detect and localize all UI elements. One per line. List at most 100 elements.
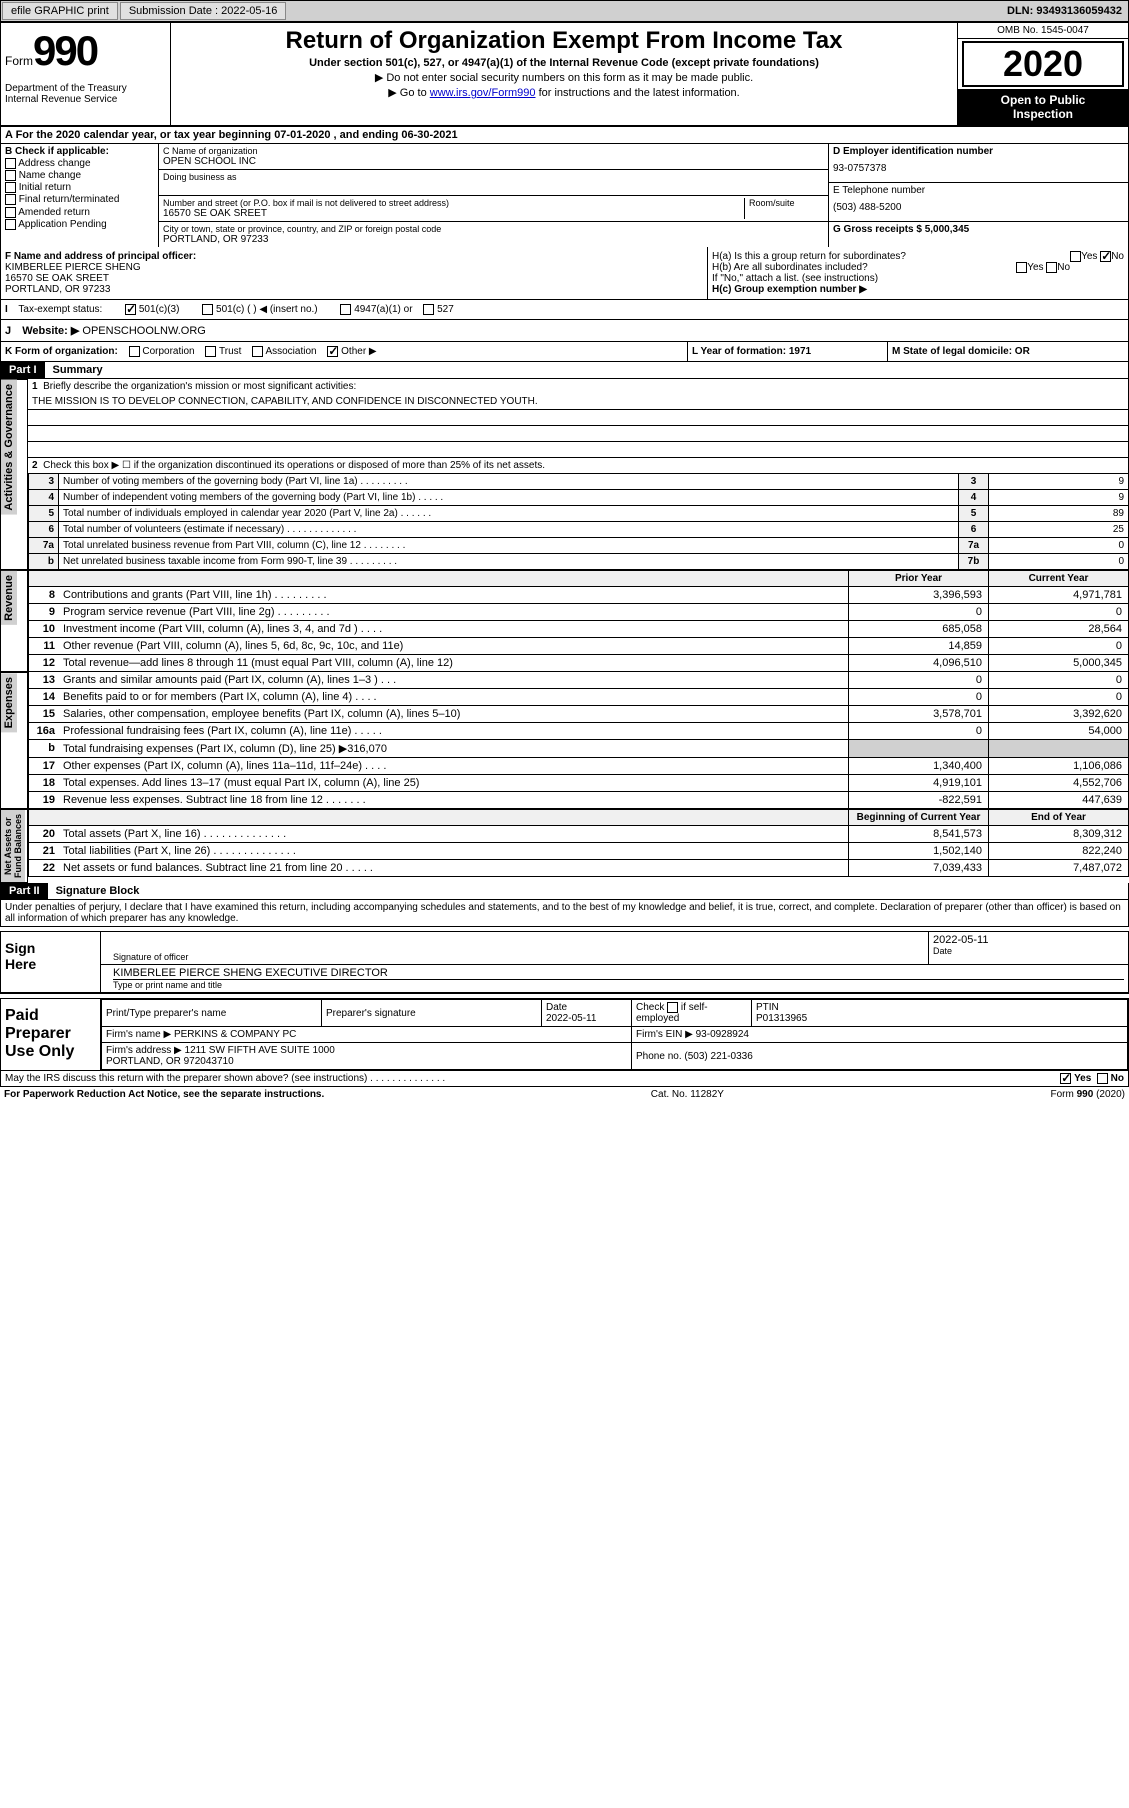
- gov-row-val: 9: [989, 474, 1129, 490]
- col-b-header: B Check if applicable:: [5, 146, 154, 157]
- data-row: 16aProfessional fundraising fees (Part I…: [28, 723, 1129, 740]
- chk-address[interactable]: [5, 158, 16, 169]
- firm-ein: 93-0928924: [696, 1029, 749, 1040]
- row-current: 8,309,312: [988, 826, 1128, 842]
- data-row: bTotal fundraising expenses (Part IX, co…: [28, 740, 1129, 758]
- row-a: A For the 2020 calendar year, or tax yea…: [0, 126, 1129, 144]
- sign-here-label: Sign Here: [1, 932, 101, 992]
- row-current: [988, 740, 1128, 757]
- data-row: 21Total liabilities (Part X, line 26) . …: [28, 843, 1129, 860]
- chk-4947[interactable]: [340, 304, 351, 315]
- row-prior: 1,502,140: [848, 843, 988, 859]
- row-prior: 1,340,400: [848, 758, 988, 774]
- gov-row-val: 0: [989, 554, 1129, 570]
- gross-receipts: G Gross receipts $ 5,000,345: [833, 224, 969, 235]
- hb-yes[interactable]: [1016, 262, 1027, 273]
- col-mid: C Name of organization OPEN SCHOOL INC D…: [159, 144, 828, 247]
- exp-label-cell: Expenses: [0, 672, 28, 809]
- row-desc: Other expenses (Part IX, column (A), lin…: [59, 758, 848, 774]
- year-box: 2020: [962, 41, 1124, 87]
- row-num: 11: [29, 638, 59, 654]
- main-grid: B Check if applicable: Address change Na…: [0, 144, 1129, 247]
- row-num: b: [29, 740, 59, 757]
- submission-btn[interactable]: Submission Date : 2022-05-16: [120, 2, 287, 20]
- gov-row-desc: Total number of individuals employed in …: [59, 506, 959, 522]
- firm-name: PERKINS & COMPANY PC: [174, 1029, 296, 1040]
- gov-row-desc: Total number of volunteers (estimate if …: [59, 522, 959, 538]
- row-prior: 14,859: [848, 638, 988, 654]
- ha-no[interactable]: [1100, 251, 1111, 262]
- row-prior: [848, 740, 988, 757]
- row-num: 18: [29, 775, 59, 791]
- row-prior: 4,096,510: [848, 655, 988, 671]
- data-row: 10Investment income (Part VIII, column (…: [28, 621, 1129, 638]
- chk-initial[interactable]: [5, 182, 16, 193]
- gov-row-val: 9: [989, 490, 1129, 506]
- efile-btn[interactable]: efile GRAPHIC print: [2, 2, 118, 20]
- row-prior: 0: [848, 689, 988, 705]
- revenue-section: Revenue Prior Year Current Year 8Contrib…: [0, 570, 1129, 672]
- officer-info: KIMBERLEE PIERCE SHENG 16570 SE OAK SREE…: [5, 262, 703, 295]
- officer-name: KIMBERLEE PIERCE SHENG EXECUTIVE DIRECTO…: [113, 967, 1124, 979]
- instructions-link[interactable]: www.irs.gov/Form990: [430, 87, 536, 99]
- data-row: 12Total revenue—add lines 8 through 11 (…: [28, 655, 1129, 672]
- row-prior: 3,396,593: [848, 587, 988, 603]
- year-formation: L Year of formation: 1971: [688, 342, 888, 361]
- subtitle: Under section 501(c), 527, or 4947(a)(1)…: [175, 57, 953, 69]
- row-prior: 3,578,701: [848, 706, 988, 722]
- chk-527[interactable]: [423, 304, 434, 315]
- chk-assoc[interactable]: [252, 346, 263, 357]
- row-num: 8: [29, 587, 59, 603]
- discuss-yes[interactable]: [1060, 1073, 1071, 1084]
- na-hdr: Beginning of Current Year End of Year: [28, 809, 1129, 826]
- paid-label: Paid Preparer Use Only: [1, 999, 101, 1070]
- topbar: efile GRAPHIC print Submission Date : 20…: [0, 0, 1129, 22]
- ha-yes[interactable]: [1070, 251, 1081, 262]
- row-current: 54,000: [988, 723, 1128, 739]
- ein: 93-0757378: [833, 157, 1124, 180]
- row-prior: 0: [848, 723, 988, 739]
- form-header: Form990 Department of the Treasury Inter…: [0, 22, 1129, 126]
- discuss-no[interactable]: [1097, 1073, 1108, 1084]
- hb-no[interactable]: [1046, 262, 1057, 273]
- chk-pending[interactable]: [5, 219, 16, 230]
- gov-row-num: 4: [29, 490, 59, 506]
- phone-cell: E Telephone number (503) 488-5200: [829, 183, 1128, 222]
- chk-final[interactable]: [5, 194, 16, 205]
- row-prior: 0: [848, 672, 988, 688]
- gov-row-idx: 7a: [959, 538, 989, 554]
- chk-501c[interactable]: [202, 304, 213, 315]
- chk-other[interactable]: [327, 346, 338, 357]
- part1-header: Part ISummary: [0, 362, 1129, 379]
- data-row: 11Other revenue (Part VIII, column (A), …: [28, 638, 1129, 655]
- row-current: 1,106,086: [988, 758, 1128, 774]
- title-cell: Return of Organization Exempt From Incom…: [171, 23, 958, 125]
- gov-row-num: 5: [29, 506, 59, 522]
- gov-row-val: 0: [989, 538, 1129, 554]
- chk-corp[interactable]: [129, 346, 140, 357]
- chk-501c3[interactable]: [125, 304, 136, 315]
- declaration: Under penalties of perjury, I declare th…: [0, 900, 1129, 927]
- data-row: 15Salaries, other compensation, employee…: [28, 706, 1129, 723]
- h-cell: H(a) Is this a group return for subordin…: [708, 247, 1128, 299]
- row-current: 4,552,706: [988, 775, 1128, 791]
- gov-row-idx: 4: [959, 490, 989, 506]
- chk-trust[interactable]: [205, 346, 216, 357]
- row-desc: Program service revenue (Part VIII, line…: [59, 604, 848, 620]
- row-current: 0: [988, 604, 1128, 620]
- gov-row-desc: Number of voting members of the governin…: [59, 474, 959, 490]
- footer-right: Form 990 (2020): [1051, 1089, 1125, 1100]
- chk-name[interactable]: [5, 170, 16, 181]
- chk-self-employed[interactable]: [667, 1002, 678, 1013]
- governance-section: Activities & Governance 1 Briefly descri…: [0, 379, 1129, 570]
- row-desc: Benefits paid to or for members (Part IX…: [59, 689, 848, 705]
- gov-row-num: 7a: [29, 538, 59, 554]
- note1: ▶ Do not enter social security numbers o…: [175, 71, 953, 84]
- gov-row-num: b: [29, 554, 59, 570]
- row-num: 20: [29, 826, 59, 842]
- chk-amended[interactable]: [5, 207, 16, 218]
- org-addr: 16570 SE OAK SREET: [163, 208, 744, 219]
- officer-cell: F Name and address of principal officer:…: [1, 247, 708, 299]
- row-desc: Total expenses. Add lines 13–17 (must eq…: [59, 775, 848, 791]
- gov-row-val: 89: [989, 506, 1129, 522]
